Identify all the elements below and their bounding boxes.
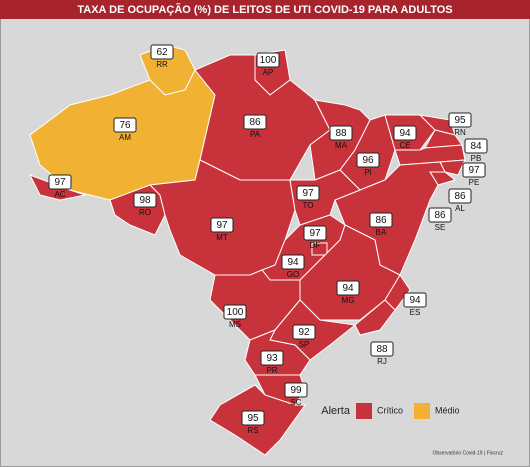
- value-box: [210, 217, 234, 233]
- value-box: [462, 162, 486, 178]
- value-box: [296, 185, 320, 201]
- state-value: 88: [376, 344, 388, 355]
- state-code: PB: [471, 154, 482, 163]
- value-box: [284, 382, 308, 398]
- state-value: 100: [227, 307, 244, 318]
- value-box: [428, 207, 452, 223]
- state-code: SE: [435, 223, 446, 232]
- value-box: [336, 280, 360, 296]
- state-value: 96: [362, 155, 374, 166]
- state-code: BA: [376, 228, 387, 237]
- state-code: PA: [250, 130, 261, 139]
- legend-label: Médio: [435, 405, 460, 415]
- value-box: [256, 52, 280, 68]
- state-code: PI: [364, 168, 372, 177]
- state-code: AP: [263, 68, 274, 77]
- value-box: [393, 125, 417, 141]
- state-value: 99: [290, 385, 302, 396]
- value-box: [448, 112, 472, 128]
- state-code: DF: [310, 241, 321, 250]
- state-value: 93: [266, 353, 278, 364]
- state-value: 76: [119, 120, 131, 131]
- state-value: 94: [399, 128, 411, 139]
- state-value: 95: [454, 115, 466, 126]
- state-code: PR: [266, 366, 277, 375]
- state-code: MA: [335, 141, 348, 150]
- state-value: 94: [342, 283, 354, 294]
- value-box: [370, 341, 394, 357]
- legend-swatch: [356, 403, 372, 419]
- value-box: [150, 44, 174, 60]
- value-box: [464, 138, 488, 154]
- state-value: 92: [298, 327, 310, 338]
- value-box: [303, 225, 327, 241]
- value-box: [113, 117, 137, 133]
- value-box: [48, 174, 72, 190]
- value-box: [241, 410, 265, 426]
- value-box: [448, 188, 472, 204]
- state-value: 100: [260, 55, 277, 66]
- state-value: 84: [470, 141, 482, 152]
- state-code: RJ: [377, 357, 387, 366]
- state-code: RS: [247, 426, 258, 435]
- value-box: [281, 254, 305, 270]
- value-box: [403, 292, 427, 308]
- legend-title: Alerta: [321, 405, 351, 417]
- legend-label: Crítico: [377, 405, 403, 415]
- value-box: [369, 212, 393, 228]
- value-box: [223, 304, 247, 320]
- state-code: ES: [410, 308, 421, 317]
- title: TAXA DE OCUPAÇÃO (%) DE LEITOS DE UTI CO…: [77, 3, 452, 16]
- state-value: 86: [249, 117, 261, 128]
- state-value: 95: [247, 413, 259, 424]
- state-value: 94: [409, 295, 421, 306]
- state-value: 86: [375, 215, 387, 226]
- state-code: TO: [303, 201, 314, 210]
- state-value: 86: [434, 210, 446, 221]
- state-code: MS: [229, 320, 241, 329]
- state-value: 86: [454, 191, 466, 202]
- state-code: CE: [399, 141, 410, 150]
- state-value: 97: [309, 228, 321, 239]
- state-code: MT: [216, 233, 228, 242]
- state-code: RO: [139, 208, 151, 217]
- value-box: [133, 192, 157, 208]
- state-code: AM: [119, 133, 131, 142]
- value-box: [260, 350, 284, 366]
- source: Observatório Covid-19 | Fiocruz: [433, 450, 504, 456]
- state-code: SP: [299, 340, 310, 349]
- labels: 62 RR 100 AP 76 AM 86 PA 97 AC 98 RO 97 MT 88 MA 96 PI 94 C…: [48, 44, 488, 435]
- state-value: 97: [216, 220, 228, 231]
- state-value: 98: [139, 195, 151, 206]
- state-code: PE: [469, 178, 480, 187]
- state-value: 97: [302, 188, 314, 199]
- state-value: 62: [156, 47, 168, 58]
- state-code: RN: [454, 128, 466, 137]
- value-box: [329, 125, 353, 141]
- legend: Crítico Médio: [356, 403, 460, 419]
- state-code: SC: [290, 398, 301, 407]
- state-value: 97: [468, 165, 480, 176]
- state-code: MG: [342, 296, 355, 305]
- value-box: [243, 114, 267, 130]
- state-shape: [289, 169, 361, 226]
- state-value: 88: [335, 128, 347, 139]
- state-value: 97: [54, 177, 66, 188]
- value-box: [292, 324, 316, 340]
- legend-swatch: [414, 403, 430, 419]
- state-shape: [299, 224, 401, 321]
- state-value: 94: [287, 257, 299, 268]
- state-code: GO: [287, 270, 299, 279]
- title-bar: [0, 0, 530, 19]
- value-box: [356, 152, 380, 168]
- state-shape: [354, 299, 396, 336]
- state-code: AC: [54, 190, 65, 199]
- state-code: AL: [455, 204, 465, 213]
- state-code: RR: [156, 60, 168, 69]
